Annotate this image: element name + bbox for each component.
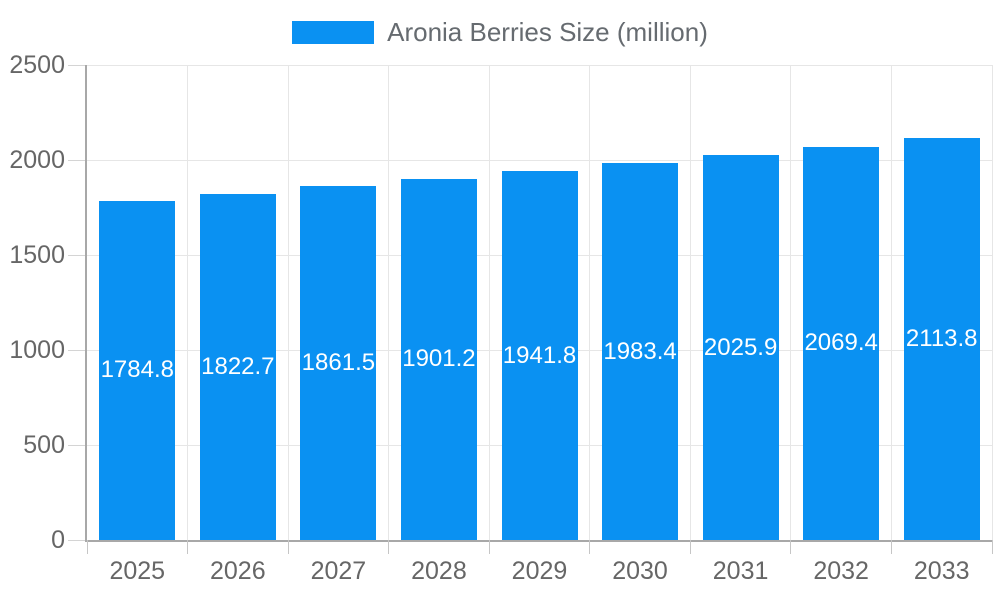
y-axis-label: 2500 bbox=[9, 51, 65, 79]
y-axis-label: 500 bbox=[23, 431, 65, 459]
bar-value-label: 1822.7 bbox=[201, 352, 275, 380]
x-axis-tick bbox=[589, 540, 591, 554]
bar[interactable]: 2113.8 bbox=[903, 138, 980, 540]
bar[interactable]: 1941.8 bbox=[501, 171, 578, 540]
x-axis-label: 2027 bbox=[310, 557, 367, 585]
gridline-horizontal bbox=[87, 159, 992, 161]
bar[interactable]: 2025.9 bbox=[702, 155, 779, 540]
gridline-horizontal bbox=[87, 64, 992, 66]
gridline-vertical bbox=[488, 65, 490, 540]
x-axis-tick bbox=[488, 540, 490, 554]
bar[interactable]: 1861.5 bbox=[300, 186, 377, 540]
gridline-vertical bbox=[287, 65, 289, 540]
gridline-vertical bbox=[187, 65, 189, 540]
gridline-vertical bbox=[991, 65, 993, 540]
bar[interactable]: 2069.4 bbox=[803, 146, 880, 540]
gridline-vertical bbox=[388, 65, 390, 540]
y-axis-tick bbox=[68, 539, 85, 541]
x-axis-label: 2032 bbox=[813, 557, 869, 585]
y-axis-tick bbox=[68, 64, 85, 66]
x-axis-label: 2031 bbox=[712, 557, 769, 585]
x-axis-label: 2028 bbox=[411, 557, 467, 585]
gridline-vertical bbox=[890, 65, 892, 540]
x-axis-label: 2026 bbox=[210, 557, 266, 585]
x-axis-tick bbox=[86, 540, 88, 554]
chart-legend: Aronia Berries Size (million) bbox=[0, 17, 1000, 48]
x-axis-tick bbox=[388, 540, 390, 554]
bar-value-label: 1861.5 bbox=[301, 349, 376, 377]
bar-value-label: 2113.8 bbox=[905, 325, 978, 353]
gridline-vertical bbox=[790, 65, 792, 540]
x-axis-label: 2030 bbox=[612, 557, 668, 585]
legend-label: Aronia Berries Size (million) bbox=[387, 17, 708, 47]
x-axis-label: 2033 bbox=[913, 557, 970, 585]
x-axis-tick bbox=[187, 540, 189, 554]
bar-value-label: 1941.8 bbox=[502, 341, 577, 369]
gridline-vertical bbox=[689, 65, 691, 540]
x-axis-tick bbox=[890, 540, 892, 554]
x-axis-tick bbox=[991, 540, 993, 554]
x-axis-label: 2029 bbox=[511, 557, 568, 585]
y-axis-label: 1500 bbox=[9, 241, 65, 269]
y-axis-tick bbox=[68, 159, 85, 161]
bar-value-label: 2069.4 bbox=[804, 329, 878, 357]
y-axis-label: 0 bbox=[51, 526, 65, 554]
x-axis-tick bbox=[689, 540, 691, 554]
bar-value-label: 1983.4 bbox=[603, 337, 677, 365]
x-axis-tick bbox=[790, 540, 792, 554]
legend-item-aronia-berries[interactable]: Aronia Berries Size (million) bbox=[292, 17, 708, 48]
legend-swatch bbox=[292, 21, 375, 44]
bar[interactable]: 1822.7 bbox=[199, 193, 276, 540]
gridline-vertical bbox=[589, 65, 591, 540]
y-axis-label: 1000 bbox=[9, 336, 65, 364]
y-axis-tick bbox=[68, 254, 85, 256]
x-axis-tick bbox=[287, 540, 289, 554]
y-axis-label: 2000 bbox=[9, 146, 65, 174]
x-axis-label: 2025 bbox=[109, 557, 166, 585]
bar-value-label: 1784.8 bbox=[100, 356, 174, 384]
y-axis-tick bbox=[68, 444, 85, 446]
bar[interactable]: 1983.4 bbox=[602, 163, 679, 540]
bar[interactable]: 1901.2 bbox=[400, 178, 477, 540]
bar-value-label: 1901.2 bbox=[402, 345, 476, 373]
plot-area: 0 500 1000 1500 2000 2500 2025 1784.8 2026 1822.7… bbox=[9, 51, 993, 585]
bar-value-label: 2025.9 bbox=[703, 333, 778, 361]
y-axis-tick bbox=[68, 349, 85, 351]
bar[interactable]: 1784.8 bbox=[99, 200, 176, 540]
